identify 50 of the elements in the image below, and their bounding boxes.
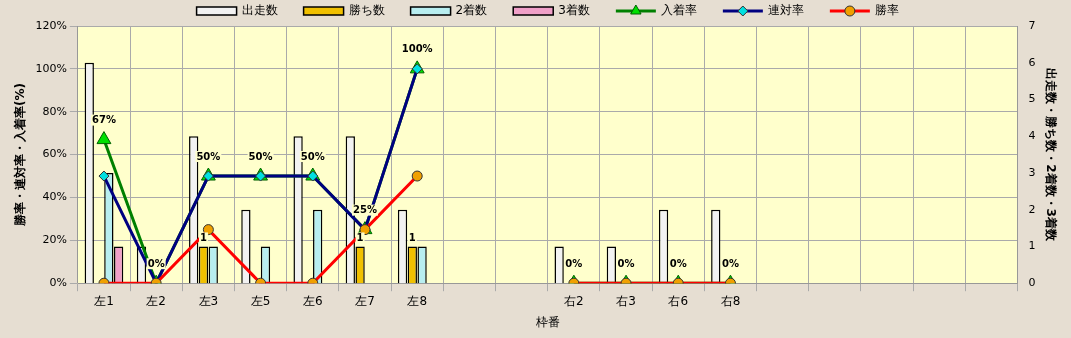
y2-tick-label: 1 — [1028, 239, 1036, 253]
legend-label: 連対率 — [767, 3, 804, 18]
x-tick-label: 右8 — [720, 293, 741, 308]
y-tick-label: 120% — [35, 18, 67, 32]
y2-tick-label: 6 — [1028, 55, 1036, 69]
y-tick-label: 80% — [42, 104, 67, 118]
data-label: 67% — [91, 114, 116, 126]
y2-tick-label: 3 — [1028, 165, 1036, 179]
data-label: 0% — [721, 257, 739, 269]
data-label: 50% — [300, 150, 325, 162]
legend-label: 2着数 — [455, 3, 488, 18]
y2-tick-label: 2 — [1028, 202, 1036, 216]
legend-label: 3着数 — [558, 3, 590, 18]
y2-tick-label: 5 — [1028, 92, 1036, 106]
data-label: 100% — [401, 43, 433, 55]
data-label: 50% — [248, 150, 273, 162]
x-tick-label: 左5 — [250, 293, 271, 308]
data-label: 50% — [196, 150, 221, 162]
y2-axis-title: 出走数・勝ち数・2着数・3着数 — [1043, 68, 1058, 242]
data-label: 1 — [199, 232, 207, 244]
x-tick-label: 左2 — [146, 293, 166, 308]
data-label: 0% — [617, 257, 635, 269]
legend-label: 入着率 — [660, 3, 697, 18]
x-tick-label: 左7 — [355, 293, 375, 308]
data-label: 0% — [565, 257, 583, 269]
x-tick-label: 左8 — [407, 293, 428, 308]
x-tick-label: 右6 — [668, 293, 689, 308]
legend-label: 勝率 — [874, 3, 899, 18]
legend-label: 出走数 — [241, 3, 278, 18]
y-tick-label: 60% — [42, 147, 67, 161]
data-label: 0% — [669, 257, 687, 269]
x-axis-title: 枠番 — [534, 314, 560, 329]
y-tick-label: 0% — [49, 276, 67, 290]
x-tick-label: 左1 — [94, 293, 114, 308]
x-tick-label: 左6 — [302, 293, 323, 308]
data-label: 1 — [408, 232, 416, 244]
y-tick-label: 40% — [42, 190, 67, 204]
x-tick-label: 左3 — [198, 293, 219, 308]
data-label: 0% — [147, 257, 165, 269]
y2-tick-label: 4 — [1028, 129, 1036, 143]
x-tick-label: 右2 — [564, 293, 584, 308]
x-tick-label: 右3 — [616, 293, 636, 308]
y-tick-label: 100% — [35, 61, 67, 75]
data-label: 25% — [353, 204, 377, 216]
y-axis-title: 勝率・連対率・入着率(%) — [13, 83, 28, 228]
y2-tick-label: 0 — [1028, 276, 1036, 290]
legend-label: 勝ち数 — [348, 3, 385, 18]
y2-tick-label: 7 — [1028, 18, 1036, 32]
y-tick-label: 20% — [42, 233, 67, 247]
data-label: 1 — [356, 232, 364, 244]
